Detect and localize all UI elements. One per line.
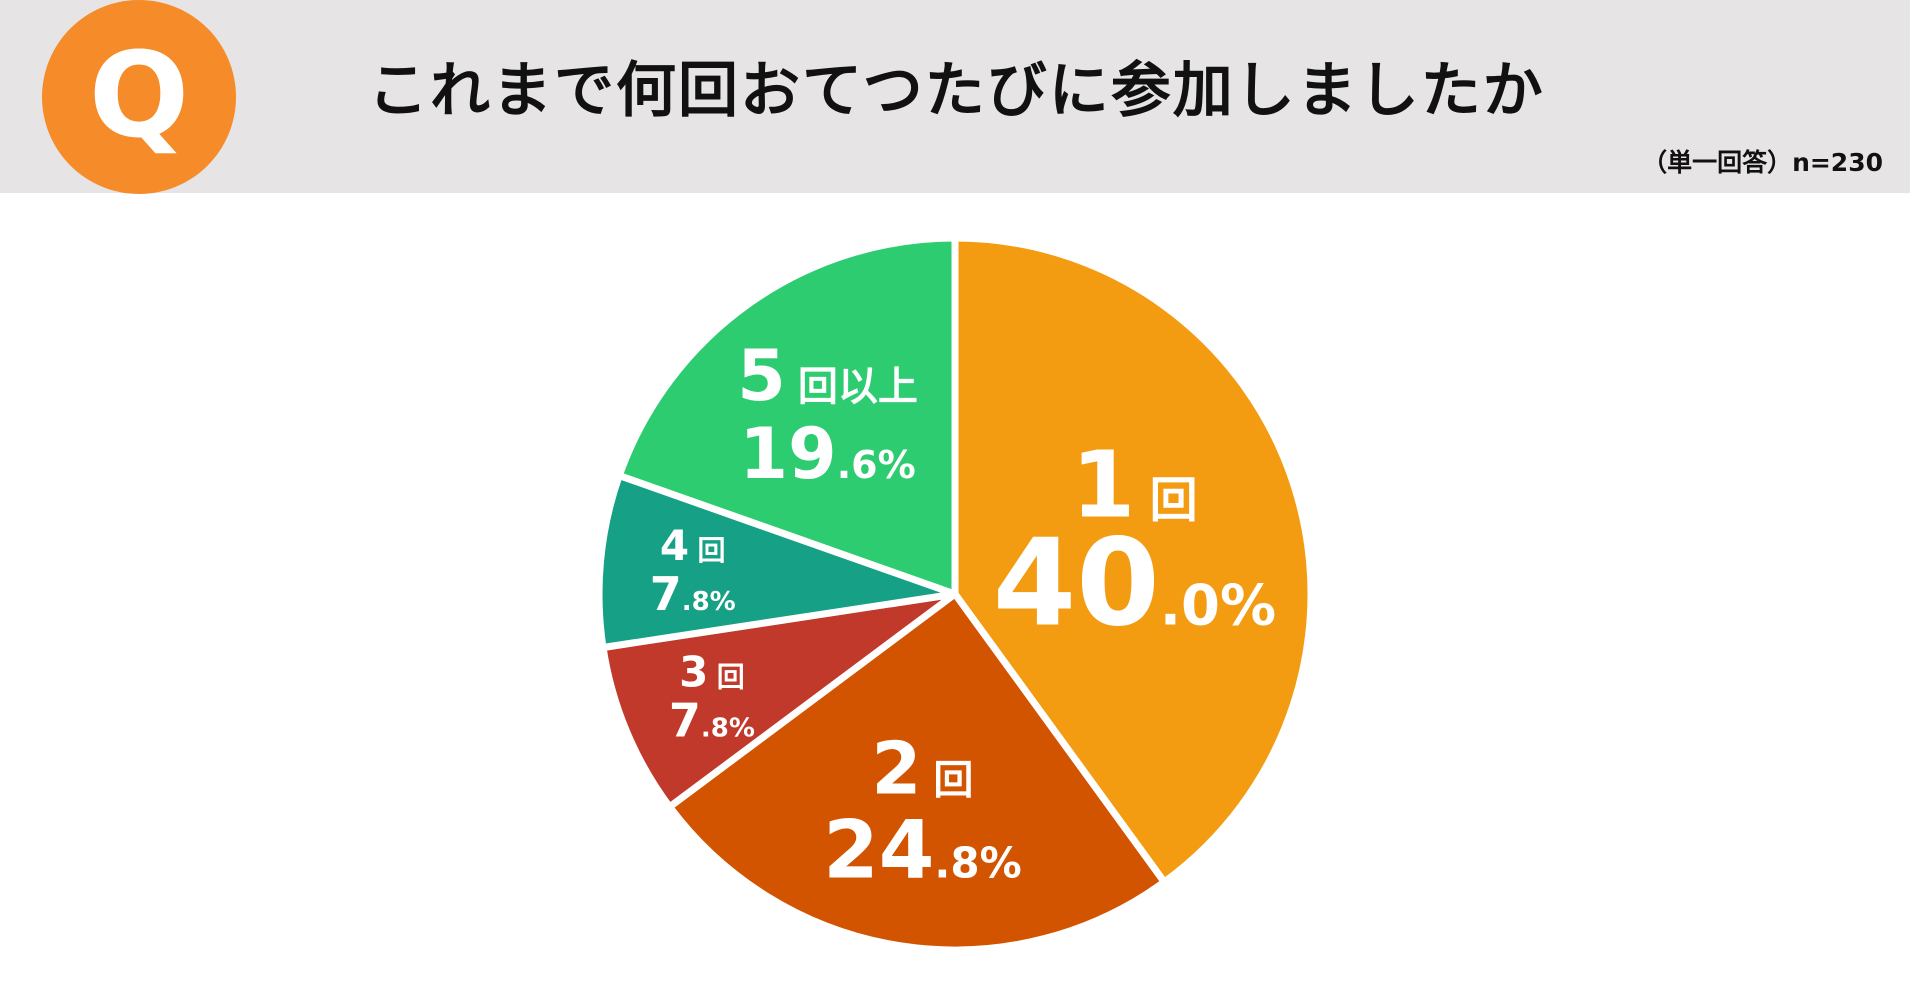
pie-slice-2 bbox=[666, 590, 1168, 954]
slice-value-label: 24.8% bbox=[823, 804, 1022, 897]
pie-slices bbox=[595, 234, 1315, 954]
pie-label-1: 1 回40.0% bbox=[993, 431, 1276, 653]
pie-label-4: 4 回7.8% bbox=[650, 521, 736, 621]
slice-value-label: 19.6% bbox=[739, 413, 915, 495]
slice-value-label: 7.8% bbox=[669, 694, 755, 748]
pie-label-2: 2 回24.8% bbox=[823, 727, 1022, 897]
slice-category-label: 5 回以上 bbox=[737, 335, 918, 417]
slice-value-label: 7.8% bbox=[650, 567, 736, 621]
sample-note: （単一回答）n=230 bbox=[1642, 148, 1883, 177]
q-badge-icon: Q bbox=[42, 0, 236, 194]
header-bar: Q これまで何回おてつたびに参加しましたか （単一回答）n=230 bbox=[0, 0, 1910, 194]
slice-value-label: 40.0% bbox=[993, 514, 1276, 653]
pie-slice-3 bbox=[599, 590, 959, 811]
page-title: これまで何回おてつたびに参加しましたか bbox=[368, 56, 1545, 126]
pie-slice-4 bbox=[595, 472, 959, 651]
badge-letter: Q bbox=[88, 26, 190, 164]
pie-label-3: 3 回7.8% bbox=[669, 648, 755, 748]
pie-slice-1 bbox=[951, 234, 1315, 886]
pie-slice-5 bbox=[615, 234, 959, 598]
